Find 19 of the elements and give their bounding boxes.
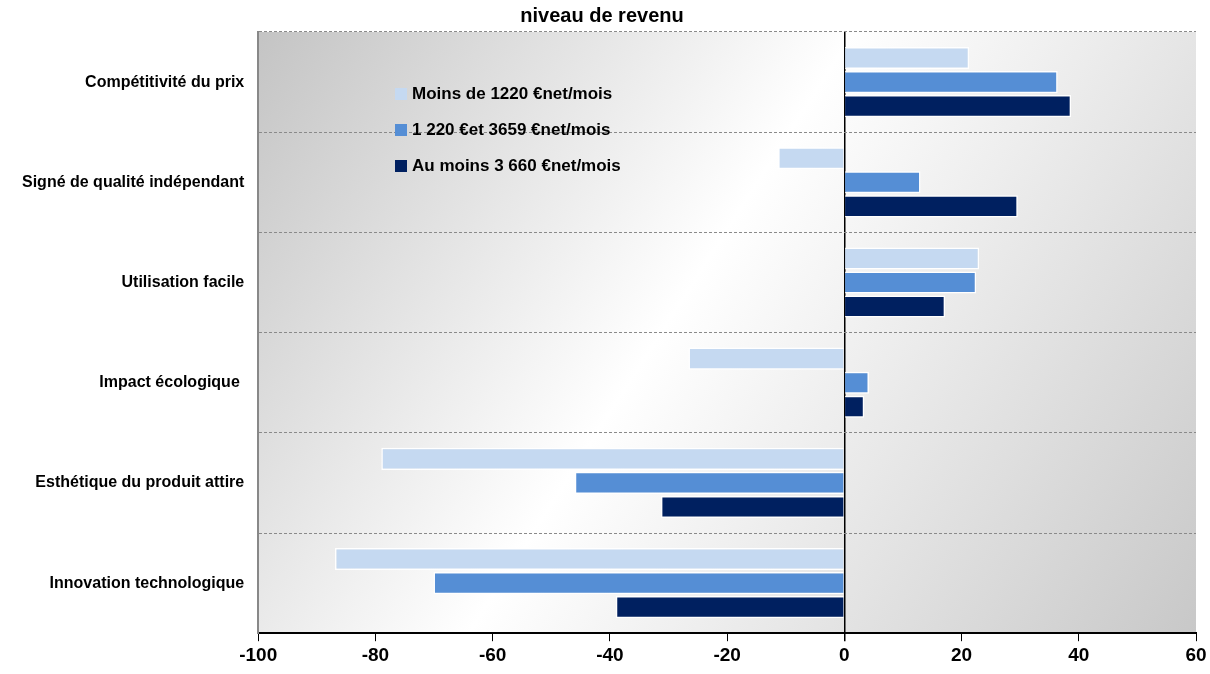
x-tick-label: 40 [1068,643,1090,665]
x-tick-label: -60 [478,643,507,665]
x-tick-label: 20 [950,643,973,665]
y-tick-label: Compétitivité du prix [85,72,245,90]
x-tick-label: -100 [239,643,278,665]
x-tick-label: -40 [596,643,624,665]
x-tick-label: 0 [839,643,850,665]
legend-label: Moins de 1220 €net/mois [412,84,613,104]
x-tick-label: -80 [361,643,390,665]
legend-label: 1 220 €et 3659 €net/mois [412,120,611,140]
y-tick-label: Innovation technologique [49,573,245,591]
y-tick-label: Signé de qualité indépendant [21,172,245,190]
y-tick-label: Esthétique du produit attire [35,473,245,491]
legend-label: Au moins 3 660 €net/mois [412,156,621,176]
y-tick-label: Utilisation facile [121,272,245,290]
x-tick-label: 60 [1185,643,1207,665]
x-tick-label: -20 [713,643,741,665]
chart-title: niveau de revenu [520,3,684,26]
y-tick-label: Impact écologique [99,373,245,391]
